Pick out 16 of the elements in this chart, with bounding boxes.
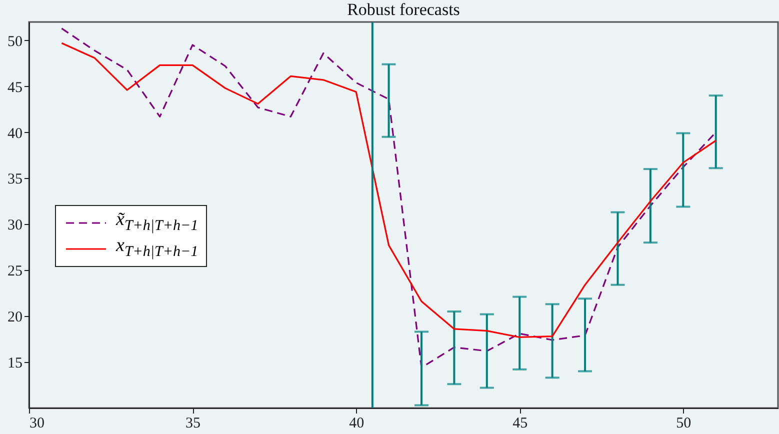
- x-tick-label: 45: [512, 416, 528, 432]
- x-tick-label: 40: [349, 416, 364, 432]
- y-tick-label: 25: [8, 264, 22, 280]
- x-tick-label: 50: [676, 416, 692, 432]
- y-tick-label: 20: [8, 310, 22, 326]
- y-tick-label: 45: [8, 80, 22, 96]
- legend-label: x̃$_{T+h|T+h−1}$: [116, 209, 198, 236]
- x-tick-label: 30: [30, 416, 44, 432]
- y-tick-label: 35: [8, 172, 22, 188]
- x-tick-label: 35: [186, 416, 201, 432]
- y-tick-label: 15: [8, 356, 22, 372]
- y-tick-label: 50: [8, 34, 22, 50]
- chart-title: Robust forecasts: [347, 0, 460, 19]
- legend-label: x$_{T+h|T+h−1}$: [116, 234, 198, 262]
- y-tick-label: 40: [8, 126, 22, 142]
- y-tick-label: 30: [8, 218, 22, 234]
